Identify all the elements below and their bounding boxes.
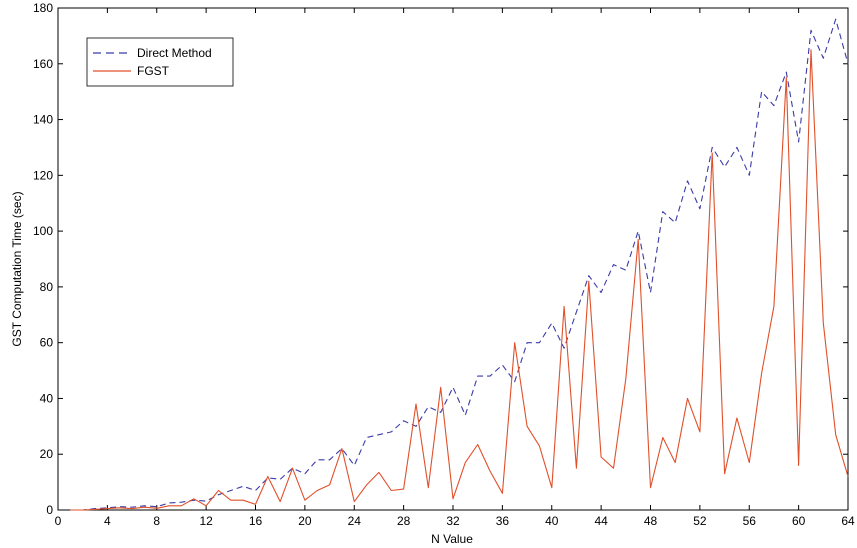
y-tick-label: 140 (33, 113, 53, 127)
x-axis-ticks: 0 4 8 12 16 20 24 28 32 36 40 44 48 52 56 60 64 (55, 8, 855, 528)
legend-box (86, 37, 234, 87)
x-tick-label: 56 (743, 514, 757, 528)
x-tick-label: 8 (153, 514, 160, 528)
x-tick-label: 16 (249, 514, 263, 528)
x-tick-label: 60 (792, 514, 806, 528)
x-tick-label: 4 (104, 514, 111, 528)
x-axis-label: N Value (431, 532, 473, 546)
y-tick-label: 60 (40, 336, 54, 350)
y-tick-label: 80 (40, 280, 54, 294)
series-layer (70, 18, 849, 511)
x-tick-label: 64 (841, 514, 855, 528)
x-tick-label: 44 (594, 514, 608, 528)
x-tick-label: 32 (446, 514, 460, 528)
x-tick-label: 40 (545, 514, 559, 528)
legend-label-direct-method: Direct Method (137, 46, 212, 60)
y-tick-label: 0 (46, 503, 53, 517)
y-axis-label: GST Computation Time (sec) (10, 191, 24, 346)
x-tick-label: 52 (693, 514, 707, 528)
y-tick-label: 160 (33, 57, 53, 71)
legend-label-fgst: FGST (137, 64, 170, 78)
series-line-fgst (70, 49, 849, 511)
x-tick-label: 28 (397, 514, 411, 528)
x-tick-label: 48 (644, 514, 658, 528)
x-tick-label: 20 (298, 514, 312, 528)
y-tick-label: 40 (40, 391, 54, 405)
x-tick-label: 24 (348, 514, 362, 528)
y-tick-label: 20 (40, 447, 54, 461)
legend: Direct Method FGST (86, 37, 234, 87)
y-axis-ticks: 0 20 40 60 80 100 120 140 160 180 (33, 1, 848, 517)
y-tick-label: 100 (33, 224, 53, 238)
x-tick-label: 36 (496, 514, 510, 528)
series-line-direct-method (70, 18, 849, 511)
x-tick-label: 0 (55, 514, 62, 528)
y-tick-label: 180 (33, 1, 53, 15)
y-tick-label: 120 (33, 168, 53, 182)
x-tick-label: 12 (199, 514, 213, 528)
